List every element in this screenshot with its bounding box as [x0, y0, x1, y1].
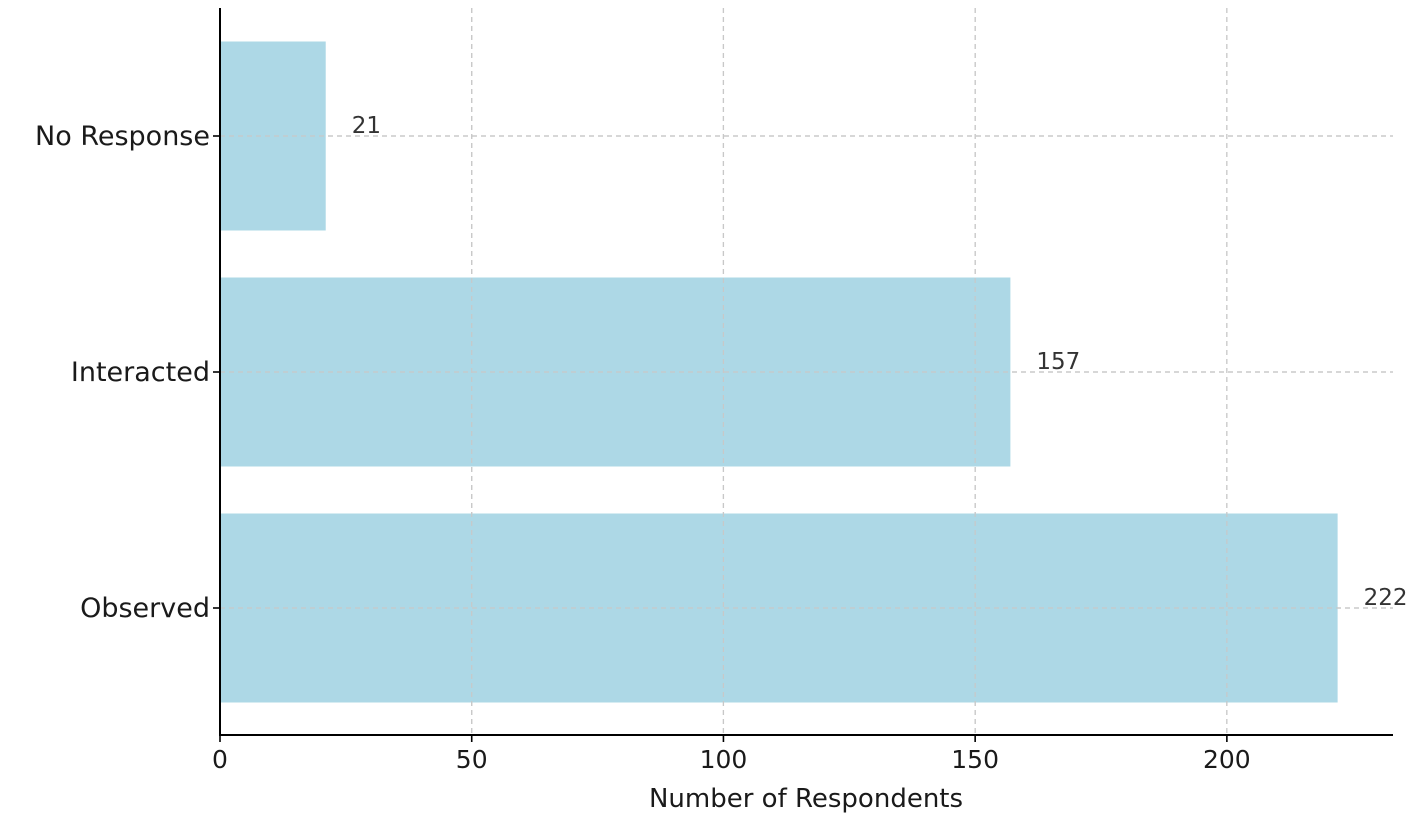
x-tick-label: 200	[1203, 745, 1251, 774]
x-tick-label: 50	[456, 745, 488, 774]
bars	[219, 8, 1393, 735]
category-label: Observed	[80, 593, 210, 624]
x-tick-label: 100	[700, 745, 748, 774]
x-axis-title: Number of Respondents	[649, 784, 963, 814]
value-label: 21	[352, 113, 381, 139]
x-tick-label: 0	[212, 745, 228, 774]
x-tick-label: 150	[951, 745, 999, 774]
category-label: Interacted	[71, 357, 210, 388]
axes	[213, 8, 1393, 742]
value-label: 157	[1036, 349, 1080, 375]
category-label: No Response	[35, 121, 210, 152]
bar	[220, 41, 326, 231]
labels: 0 50 100 150 200 Observed Interacted No Respons…	[35, 113, 1408, 774]
value-label: 222	[1364, 585, 1408, 611]
